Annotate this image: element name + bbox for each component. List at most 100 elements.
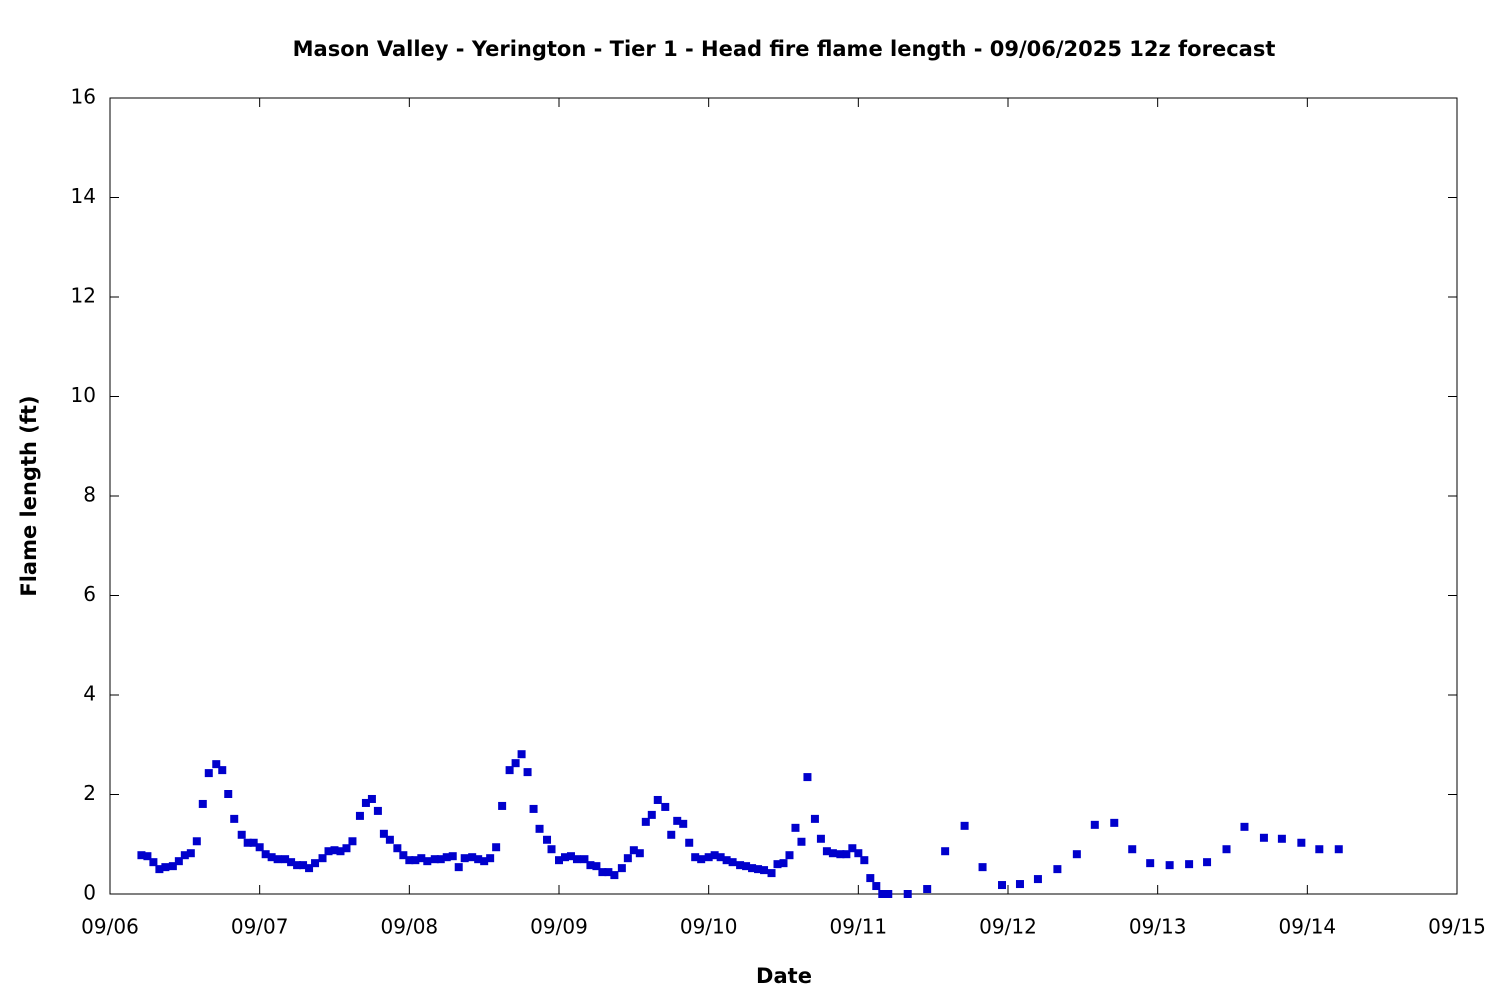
point [430, 855, 439, 864]
point [785, 851, 794, 860]
point [572, 855, 581, 864]
point [1259, 833, 1268, 842]
point [218, 766, 227, 775]
point [318, 854, 327, 863]
point [673, 816, 682, 825]
point [1090, 820, 1099, 829]
point [685, 838, 694, 847]
point [848, 844, 857, 853]
point [1015, 880, 1024, 889]
point [448, 852, 457, 861]
point [249, 838, 258, 847]
point [760, 866, 769, 875]
x-tick-label: 09/14 [1279, 915, 1337, 939]
point [417, 854, 426, 863]
point [348, 837, 357, 846]
point [828, 849, 837, 858]
point [866, 874, 875, 883]
point [854, 849, 863, 858]
point [299, 861, 308, 870]
point [468, 853, 477, 862]
x-tick-label: 09/08 [381, 915, 439, 939]
point [555, 856, 563, 865]
point [486, 854, 495, 863]
point [816, 834, 825, 843]
point [267, 853, 276, 862]
point [604, 868, 613, 877]
point [442, 853, 451, 862]
point [149, 858, 158, 867]
point [543, 835, 552, 844]
point [305, 864, 314, 873]
point [505, 766, 514, 775]
point [998, 881, 1007, 890]
point [311, 859, 320, 868]
point [161, 863, 170, 872]
y-axis-title: Flame length (ft) [17, 395, 41, 596]
x-tick-label: 09/11 [830, 915, 888, 939]
point [230, 814, 239, 823]
point [641, 817, 650, 826]
point [797, 837, 806, 846]
point [1222, 845, 1231, 854]
point [255, 843, 264, 852]
y-tick-label: 10 [71, 383, 96, 407]
point [560, 853, 569, 862]
point [803, 773, 812, 782]
point [529, 804, 538, 813]
point [1128, 845, 1137, 854]
point [137, 851, 146, 860]
x-tick-label: 09/09 [530, 915, 588, 939]
point [1277, 834, 1286, 843]
point [243, 838, 252, 847]
point [978, 863, 987, 872]
point [773, 860, 782, 869]
point [716, 853, 725, 862]
x-tick-label: 09/10 [680, 915, 738, 939]
point [704, 853, 713, 862]
y-tick-label: 8 [83, 483, 96, 507]
point [566, 852, 575, 861]
point [635, 849, 644, 858]
point [1315, 845, 1324, 854]
point [842, 850, 851, 859]
point [653, 795, 662, 804]
point [647, 810, 656, 819]
point [460, 854, 469, 863]
point [287, 858, 296, 867]
point [860, 856, 869, 865]
point [592, 862, 601, 871]
point [941, 847, 950, 856]
point [667, 830, 676, 839]
point [237, 830, 246, 839]
point [342, 844, 351, 853]
point [411, 856, 420, 865]
point [155, 865, 164, 874]
point [791, 823, 800, 832]
y-tick-label: 2 [83, 781, 96, 805]
point [511, 759, 520, 768]
x-axis-title: Date [756, 964, 812, 988]
point [742, 862, 751, 871]
point [960, 821, 969, 830]
point [367, 794, 376, 803]
point [498, 801, 507, 810]
point [186, 849, 195, 858]
point [281, 855, 290, 864]
point [261, 850, 270, 859]
point [1110, 818, 1119, 827]
point [168, 862, 177, 871]
point [697, 855, 706, 864]
point [143, 852, 152, 861]
point [691, 853, 700, 862]
point [436, 855, 445, 864]
point [192, 837, 201, 846]
point [661, 802, 670, 811]
x-tick-label: 09/12 [979, 915, 1037, 939]
point [1185, 860, 1194, 869]
y-tick-label: 14 [71, 184, 96, 208]
point [373, 806, 382, 815]
y-tick-label: 16 [71, 85, 96, 109]
